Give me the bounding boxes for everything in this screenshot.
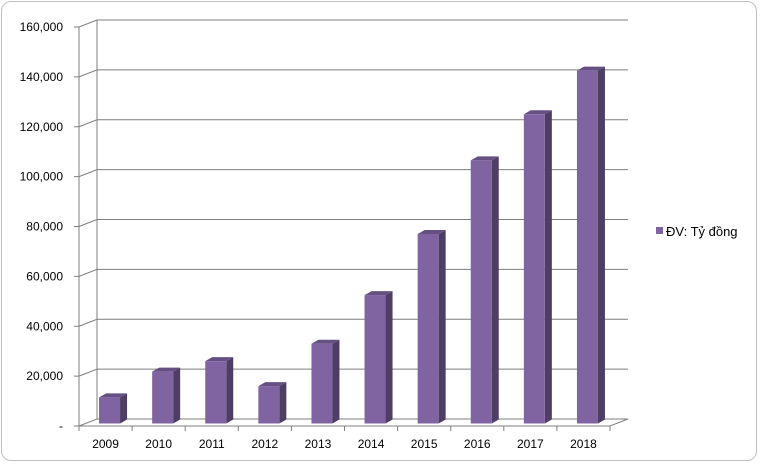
bar bbox=[470, 156, 499, 424]
gridline bbox=[78, 119, 628, 128]
gridline bbox=[78, 268, 628, 277]
bar-top bbox=[205, 357, 234, 362]
bar-front bbox=[364, 295, 386, 424]
x-tick-label: 2016 bbox=[464, 437, 491, 451]
bar-front bbox=[470, 160, 492, 424]
bar-front bbox=[576, 70, 598, 424]
y-tick-label: - bbox=[59, 419, 63, 433]
gridline bbox=[78, 368, 628, 377]
y-tick-label: 60,000 bbox=[26, 269, 63, 283]
bar bbox=[205, 357, 234, 424]
x-tick-label: 2015 bbox=[411, 437, 438, 451]
x-tick-label: 2013 bbox=[305, 437, 332, 451]
bar-side bbox=[173, 367, 181, 424]
bar-side bbox=[279, 382, 287, 424]
bar-top bbox=[258, 382, 287, 387]
bar-side bbox=[597, 66, 605, 424]
bar-front bbox=[311, 343, 333, 424]
bar-top bbox=[470, 156, 499, 161]
gridline bbox=[78, 19, 628, 28]
bar-top bbox=[99, 393, 128, 398]
x-tick-label: 2009 bbox=[92, 437, 119, 451]
floor bbox=[78, 418, 629, 427]
x-tick-label: 2014 bbox=[358, 437, 385, 451]
bar-side bbox=[385, 291, 393, 424]
bar-top bbox=[311, 339, 340, 344]
bar-side bbox=[120, 393, 128, 424]
bar bbox=[364, 291, 393, 424]
bar-top bbox=[364, 291, 393, 296]
x-tick-label: 2011 bbox=[199, 437, 225, 451]
bar-top bbox=[152, 367, 181, 372]
bars bbox=[99, 66, 605, 424]
bar-front bbox=[205, 361, 227, 424]
bar-side bbox=[544, 110, 552, 424]
bar-front bbox=[258, 386, 280, 424]
y-tick-label: 100,000 bbox=[20, 170, 64, 184]
x-tick-label: 2010 bbox=[145, 437, 172, 451]
bar-front bbox=[417, 233, 439, 424]
x-tick-label: 2012 bbox=[251, 437, 278, 451]
bar-front bbox=[152, 371, 174, 424]
y-tick-label: 140,000 bbox=[20, 70, 64, 84]
y-tick-label: 80,000 bbox=[26, 220, 63, 234]
y-axis-tick-labels: - 20,000 40,000 60,000 80,000 100,000 120,000 1… bbox=[20, 20, 64, 433]
bar-side bbox=[332, 339, 340, 424]
gridline bbox=[78, 69, 628, 78]
bar bbox=[576, 66, 605, 424]
bar-top bbox=[523, 110, 552, 115]
bar-side bbox=[438, 229, 446, 424]
legend-swatch bbox=[656, 227, 663, 234]
gridline bbox=[78, 318, 628, 327]
legend-label: ĐV: Tỷ đồng bbox=[666, 224, 738, 239]
legend: ĐV: Tỷ đồng bbox=[656, 224, 738, 239]
bar-top bbox=[576, 66, 605, 71]
bar bbox=[311, 339, 340, 424]
gridlines bbox=[74, 19, 628, 431]
y-tick-label: 20,000 bbox=[26, 369, 63, 383]
y-tick-label: 160,000 bbox=[20, 20, 64, 34]
bar bbox=[99, 393, 128, 424]
y-tick-label: 40,000 bbox=[26, 319, 63, 333]
bar bbox=[417, 229, 446, 424]
bar-front bbox=[99, 397, 121, 424]
x-tick-label: 2017 bbox=[517, 437, 544, 451]
bar-side bbox=[491, 156, 499, 424]
bar-top bbox=[417, 229, 446, 234]
x-tick-label: 2018 bbox=[570, 437, 597, 451]
bar bbox=[152, 367, 181, 424]
bar-side bbox=[226, 357, 234, 424]
gridline bbox=[78, 219, 628, 227]
gridline bbox=[78, 169, 628, 178]
bar bbox=[523, 110, 552, 424]
bar bbox=[258, 382, 287, 424]
y-tick-label: 120,000 bbox=[20, 120, 64, 134]
x-axis-tick-labels: 2009 2010 2011 2012 2013 2014 2015 2016 2017 2018 bbox=[92, 437, 597, 451]
bar-front bbox=[523, 114, 545, 424]
